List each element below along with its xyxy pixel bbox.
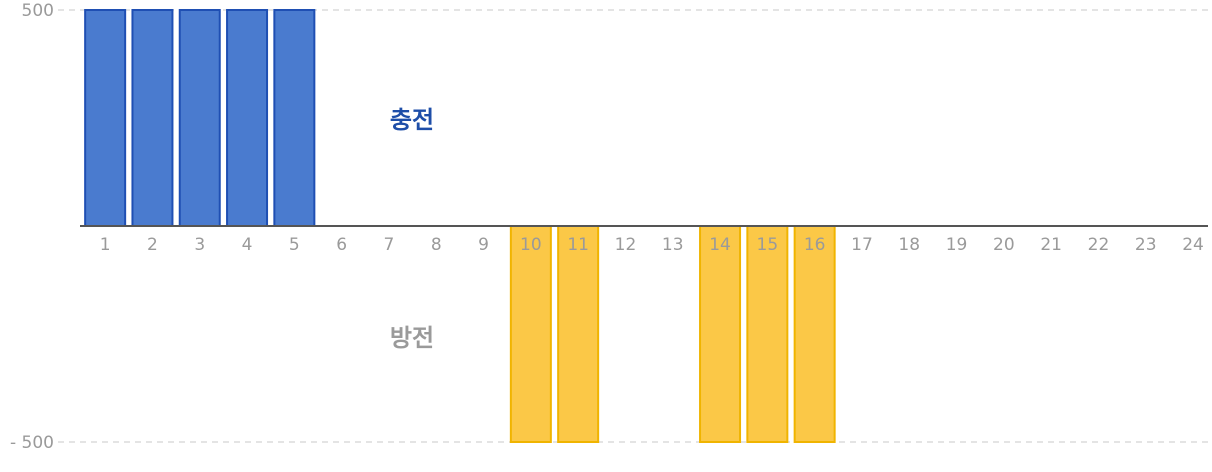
x-tick-label: 20 — [993, 235, 1015, 255]
x-tick-label: 3 — [194, 235, 205, 255]
x-tick-label: 13 — [662, 235, 684, 255]
x-tick-label: 7 — [384, 235, 395, 255]
x-tick-label: 4 — [242, 235, 253, 255]
bar-discharge — [793, 225, 836, 443]
x-tick-label: 10 — [520, 235, 542, 255]
x-tick-label: 9 — [478, 235, 489, 255]
y-tick-label: - 500 — [10, 433, 54, 453]
x-tick-label: 11 — [567, 235, 589, 255]
x-tick-label: 16 — [804, 235, 826, 255]
x-tick-label: 22 — [1088, 235, 1110, 255]
bar-charge — [226, 9, 269, 227]
x-tick-label: 24 — [1182, 235, 1204, 255]
x-tick-label: 19 — [946, 235, 968, 255]
x-tick-label: 15 — [757, 235, 779, 255]
x-tick-label: 23 — [1135, 235, 1157, 255]
charge-annotation: 충전 — [390, 106, 434, 134]
bars — [84, 9, 836, 443]
x-tick-label: 2 — [147, 235, 158, 255]
bar-discharge — [746, 225, 789, 443]
bar-charge — [273, 9, 316, 227]
x-axis-tick-labels: 1 2 3 4 5 6 7 8 9 10 11 12 13 14 15 16 17 18 19 20 21 22 23 24 — [100, 235, 1204, 255]
bar-discharge — [509, 225, 552, 443]
bar-charge — [84, 9, 127, 227]
x-tick-label: 8 — [431, 235, 442, 255]
x-tick-label: 5 — [289, 235, 300, 255]
x-tick-label: 21 — [1040, 235, 1062, 255]
x-tick-label: 17 — [851, 235, 873, 255]
bar-charge — [131, 9, 174, 227]
y-axis-tick-labels: 500 - 500 — [10, 1, 54, 453]
x-tick-label: 18 — [898, 235, 920, 255]
y-tick-label: 500 — [22, 1, 54, 21]
x-tick-label: 12 — [615, 235, 637, 255]
x-tick-label: 6 — [336, 235, 347, 255]
bar-discharge — [557, 225, 600, 443]
bar-discharge — [699, 225, 742, 443]
bar-charge — [178, 9, 221, 227]
x-tick-label: 1 — [100, 235, 111, 255]
discharge-annotation: 방전 — [390, 324, 434, 352]
x-tick-label: 14 — [709, 235, 731, 255]
